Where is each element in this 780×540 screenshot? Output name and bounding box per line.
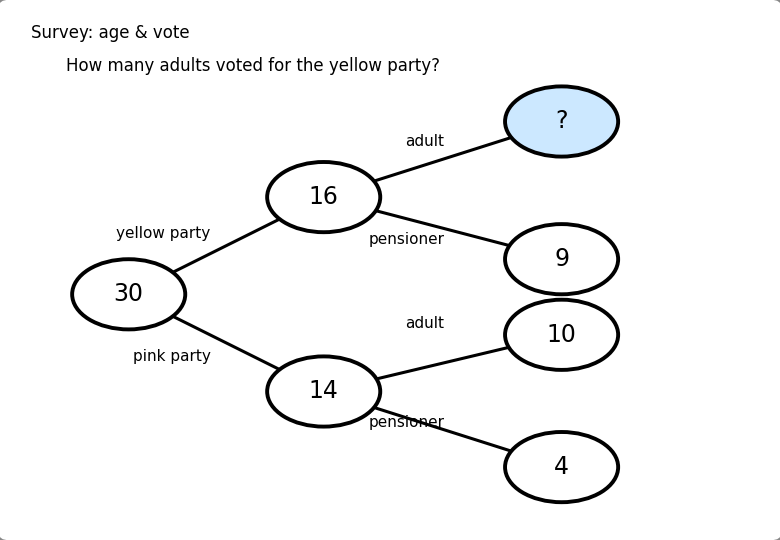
Text: pensioner: pensioner xyxy=(369,232,445,247)
Text: 30: 30 xyxy=(114,282,144,306)
Text: yellow party: yellow party xyxy=(116,226,211,241)
Text: adult: adult xyxy=(406,316,445,332)
Text: 14: 14 xyxy=(309,380,339,403)
Text: How many adults voted for the yellow party?: How many adults voted for the yellow par… xyxy=(66,57,440,75)
Ellipse shape xyxy=(267,356,381,427)
Ellipse shape xyxy=(73,259,186,329)
Ellipse shape xyxy=(267,162,381,232)
Ellipse shape xyxy=(505,224,618,294)
Text: 4: 4 xyxy=(554,455,569,479)
Ellipse shape xyxy=(505,300,618,370)
Text: 10: 10 xyxy=(547,323,576,347)
Text: pensioner: pensioner xyxy=(369,415,445,430)
Text: 16: 16 xyxy=(309,185,339,209)
Text: Survey: age & vote: Survey: age & vote xyxy=(31,24,190,42)
Text: pink party: pink party xyxy=(133,349,211,364)
Text: 9: 9 xyxy=(554,247,569,271)
Text: adult: adult xyxy=(406,134,445,149)
Ellipse shape xyxy=(505,86,618,157)
Ellipse shape xyxy=(505,432,618,502)
Text: ?: ? xyxy=(555,110,568,133)
